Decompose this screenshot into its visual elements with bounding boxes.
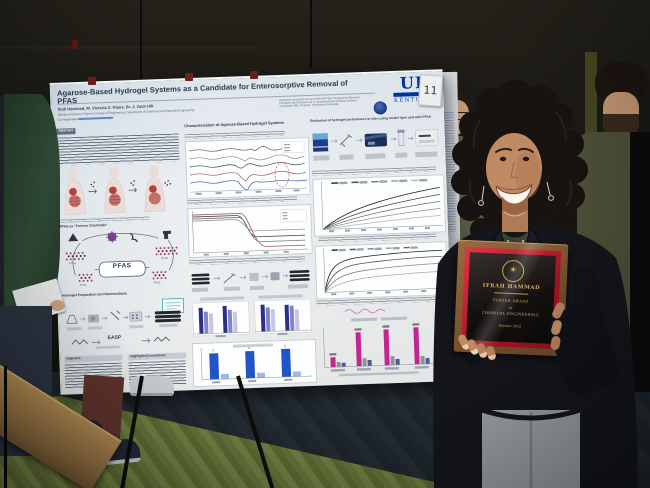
nsf-logo-icon: [373, 101, 387, 115]
ftir-chart: [184, 136, 311, 200]
poster-funding-text: Research conducted as part of the NSF RE…: [279, 96, 360, 109]
presenter-left-fingers: [456, 330, 502, 370]
bystander-beard-shape: [603, 114, 639, 136]
left-person-hand: [50, 300, 65, 311]
wall-banner: [585, 52, 597, 144]
adsorption-bar-chart: [323, 308, 445, 377]
swelling-bar-charts: [192, 294, 312, 338]
poster-clip: [250, 71, 258, 79]
gel-fraction-bar-chart: [191, 338, 318, 388]
molecule-label-pfos: PFOS: [160, 256, 168, 261]
presenter-hair: [451, 80, 588, 257]
wall-red-light: [72, 40, 78, 49]
poster-clip: [185, 73, 193, 81]
easp-scheme: [71, 336, 171, 349]
pfas-uptake-chart: [314, 241, 449, 300]
wall-beam: [0, 46, 260, 49]
digestive-figures: [64, 165, 172, 215]
characterization-header: Characterization of Agarose-Based Hydrog…: [184, 119, 285, 129]
assay-process-diagram: [312, 129, 439, 161]
poster-right-column: Evaluation of hydrogel performance in vi…: [310, 115, 449, 381]
poster-clip: [88, 77, 96, 85]
pfas-cycle-diagram: [65, 230, 178, 283]
poster-left-column: Abstract: [56, 124, 189, 390]
poster-middle-column: Characterization of Agarose-Based Hydrog…: [184, 119, 318, 388]
evaluation-header: Evaluation of hydrogel performance in vi…: [310, 114, 432, 123]
molecule-label-pfbs: PFBS: [153, 281, 161, 285]
presenter-right-fingers: [549, 300, 580, 360]
easel-leg: [4, 366, 7, 488]
dye-uptake-chart: [312, 174, 447, 237]
swelling-process-diagram: [191, 270, 310, 293]
dark-jacket-person: [630, 132, 650, 392]
prep-process-diagram: [66, 298, 185, 331]
research-poster: Agarose-Based Hydrogel Systems as a Cand…: [49, 69, 454, 395]
tga-chart: [187, 203, 313, 259]
left-person-jacket: [4, 94, 60, 310]
hanging-cable: [310, 0, 312, 68]
hanging-cable: [140, 0, 142, 82]
